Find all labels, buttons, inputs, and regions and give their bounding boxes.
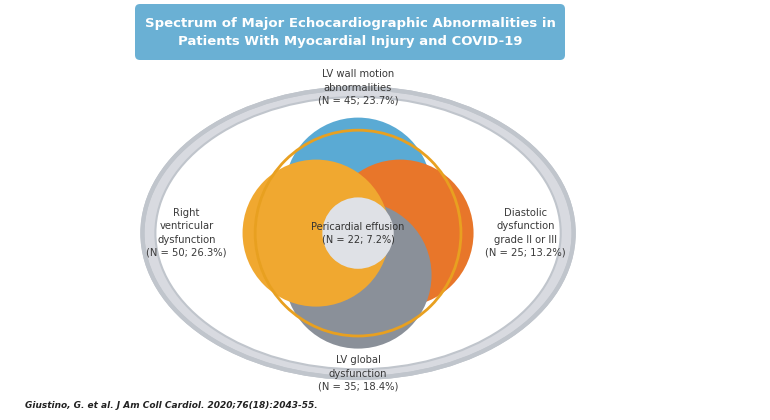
Ellipse shape [243,160,390,307]
Ellipse shape [142,88,574,378]
Text: LV global
dysfunction
(N = 35; 18.4%): LV global dysfunction (N = 35; 18.4%) [318,355,398,392]
Text: Spectrum of Major Echocardiographic Abnormalities in
Patients With Myocardial In: Spectrum of Major Echocardiographic Abno… [145,16,555,47]
Text: Right
ventricular
dysfunction
(N = 50; 26.3%): Right ventricular dysfunction (N = 50; 2… [146,208,227,258]
Text: Giustino, G. et al. J Am Coll Cardiol. 2020;76(18):2043-55.: Giustino, G. et al. J Am Coll Cardiol. 2… [25,401,317,410]
Ellipse shape [326,160,474,307]
Ellipse shape [285,118,431,265]
Text: Pericardial effusion
(N = 22; 7.2%): Pericardial effusion (N = 22; 7.2%) [311,222,405,244]
Ellipse shape [323,197,393,269]
FancyBboxPatch shape [135,4,565,60]
Text: Diastolic
dysfunction
grade II or III
(N = 25; 13.2%): Diastolic dysfunction grade II or III (N… [485,208,566,258]
Text: LV wall motion
abnormalities
(N = 45; 23.7%): LV wall motion abnormalities (N = 45; 23… [318,69,398,106]
Ellipse shape [156,97,561,369]
Ellipse shape [285,202,431,349]
